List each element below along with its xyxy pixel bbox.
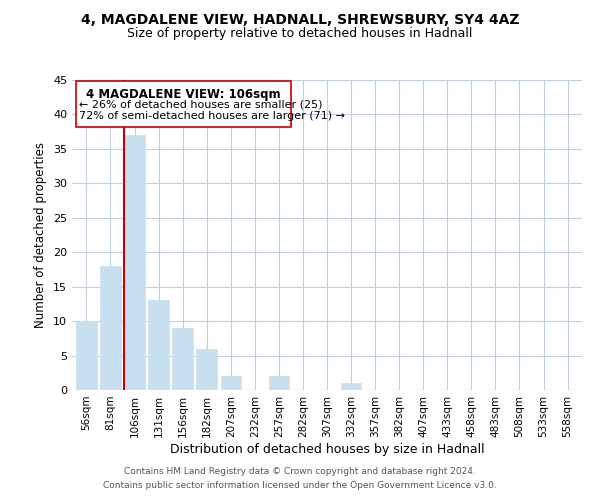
Text: Size of property relative to detached houses in Hadnall: Size of property relative to detached ho… (127, 28, 473, 40)
Bar (100, 266, 121, 390)
Bar (269, 376, 289, 390)
Text: 4 MAGDALENE VIEW: 106sqm: 4 MAGDALENE VIEW: 106sqm (86, 88, 281, 102)
Y-axis label: Number of detached properties: Number of detached properties (34, 142, 47, 328)
Bar (148, 300, 169, 390)
Text: 4, MAGDALENE VIEW, HADNALL, SHREWSBURY, SY4 4AZ: 4, MAGDALENE VIEW, HADNALL, SHREWSBURY, … (81, 12, 519, 26)
FancyBboxPatch shape (76, 82, 291, 127)
Bar (76, 321, 97, 390)
Text: ← 26% of detached houses are smaller (25): ← 26% of detached houses are smaller (25… (79, 100, 323, 110)
X-axis label: Distribution of detached houses by size in Hadnall: Distribution of detached houses by size … (170, 442, 484, 456)
Bar (221, 376, 241, 390)
Bar (172, 328, 193, 390)
Text: Contains public sector information licensed under the Open Government Licence v3: Contains public sector information licen… (103, 481, 497, 490)
Bar (196, 348, 217, 390)
Text: Contains HM Land Registry data © Crown copyright and database right 2024.: Contains HM Land Registry data © Crown c… (124, 467, 476, 476)
Bar (124, 135, 145, 390)
Text: 72% of semi-detached houses are larger (71) →: 72% of semi-detached houses are larger (… (79, 111, 345, 121)
Bar (341, 383, 361, 390)
